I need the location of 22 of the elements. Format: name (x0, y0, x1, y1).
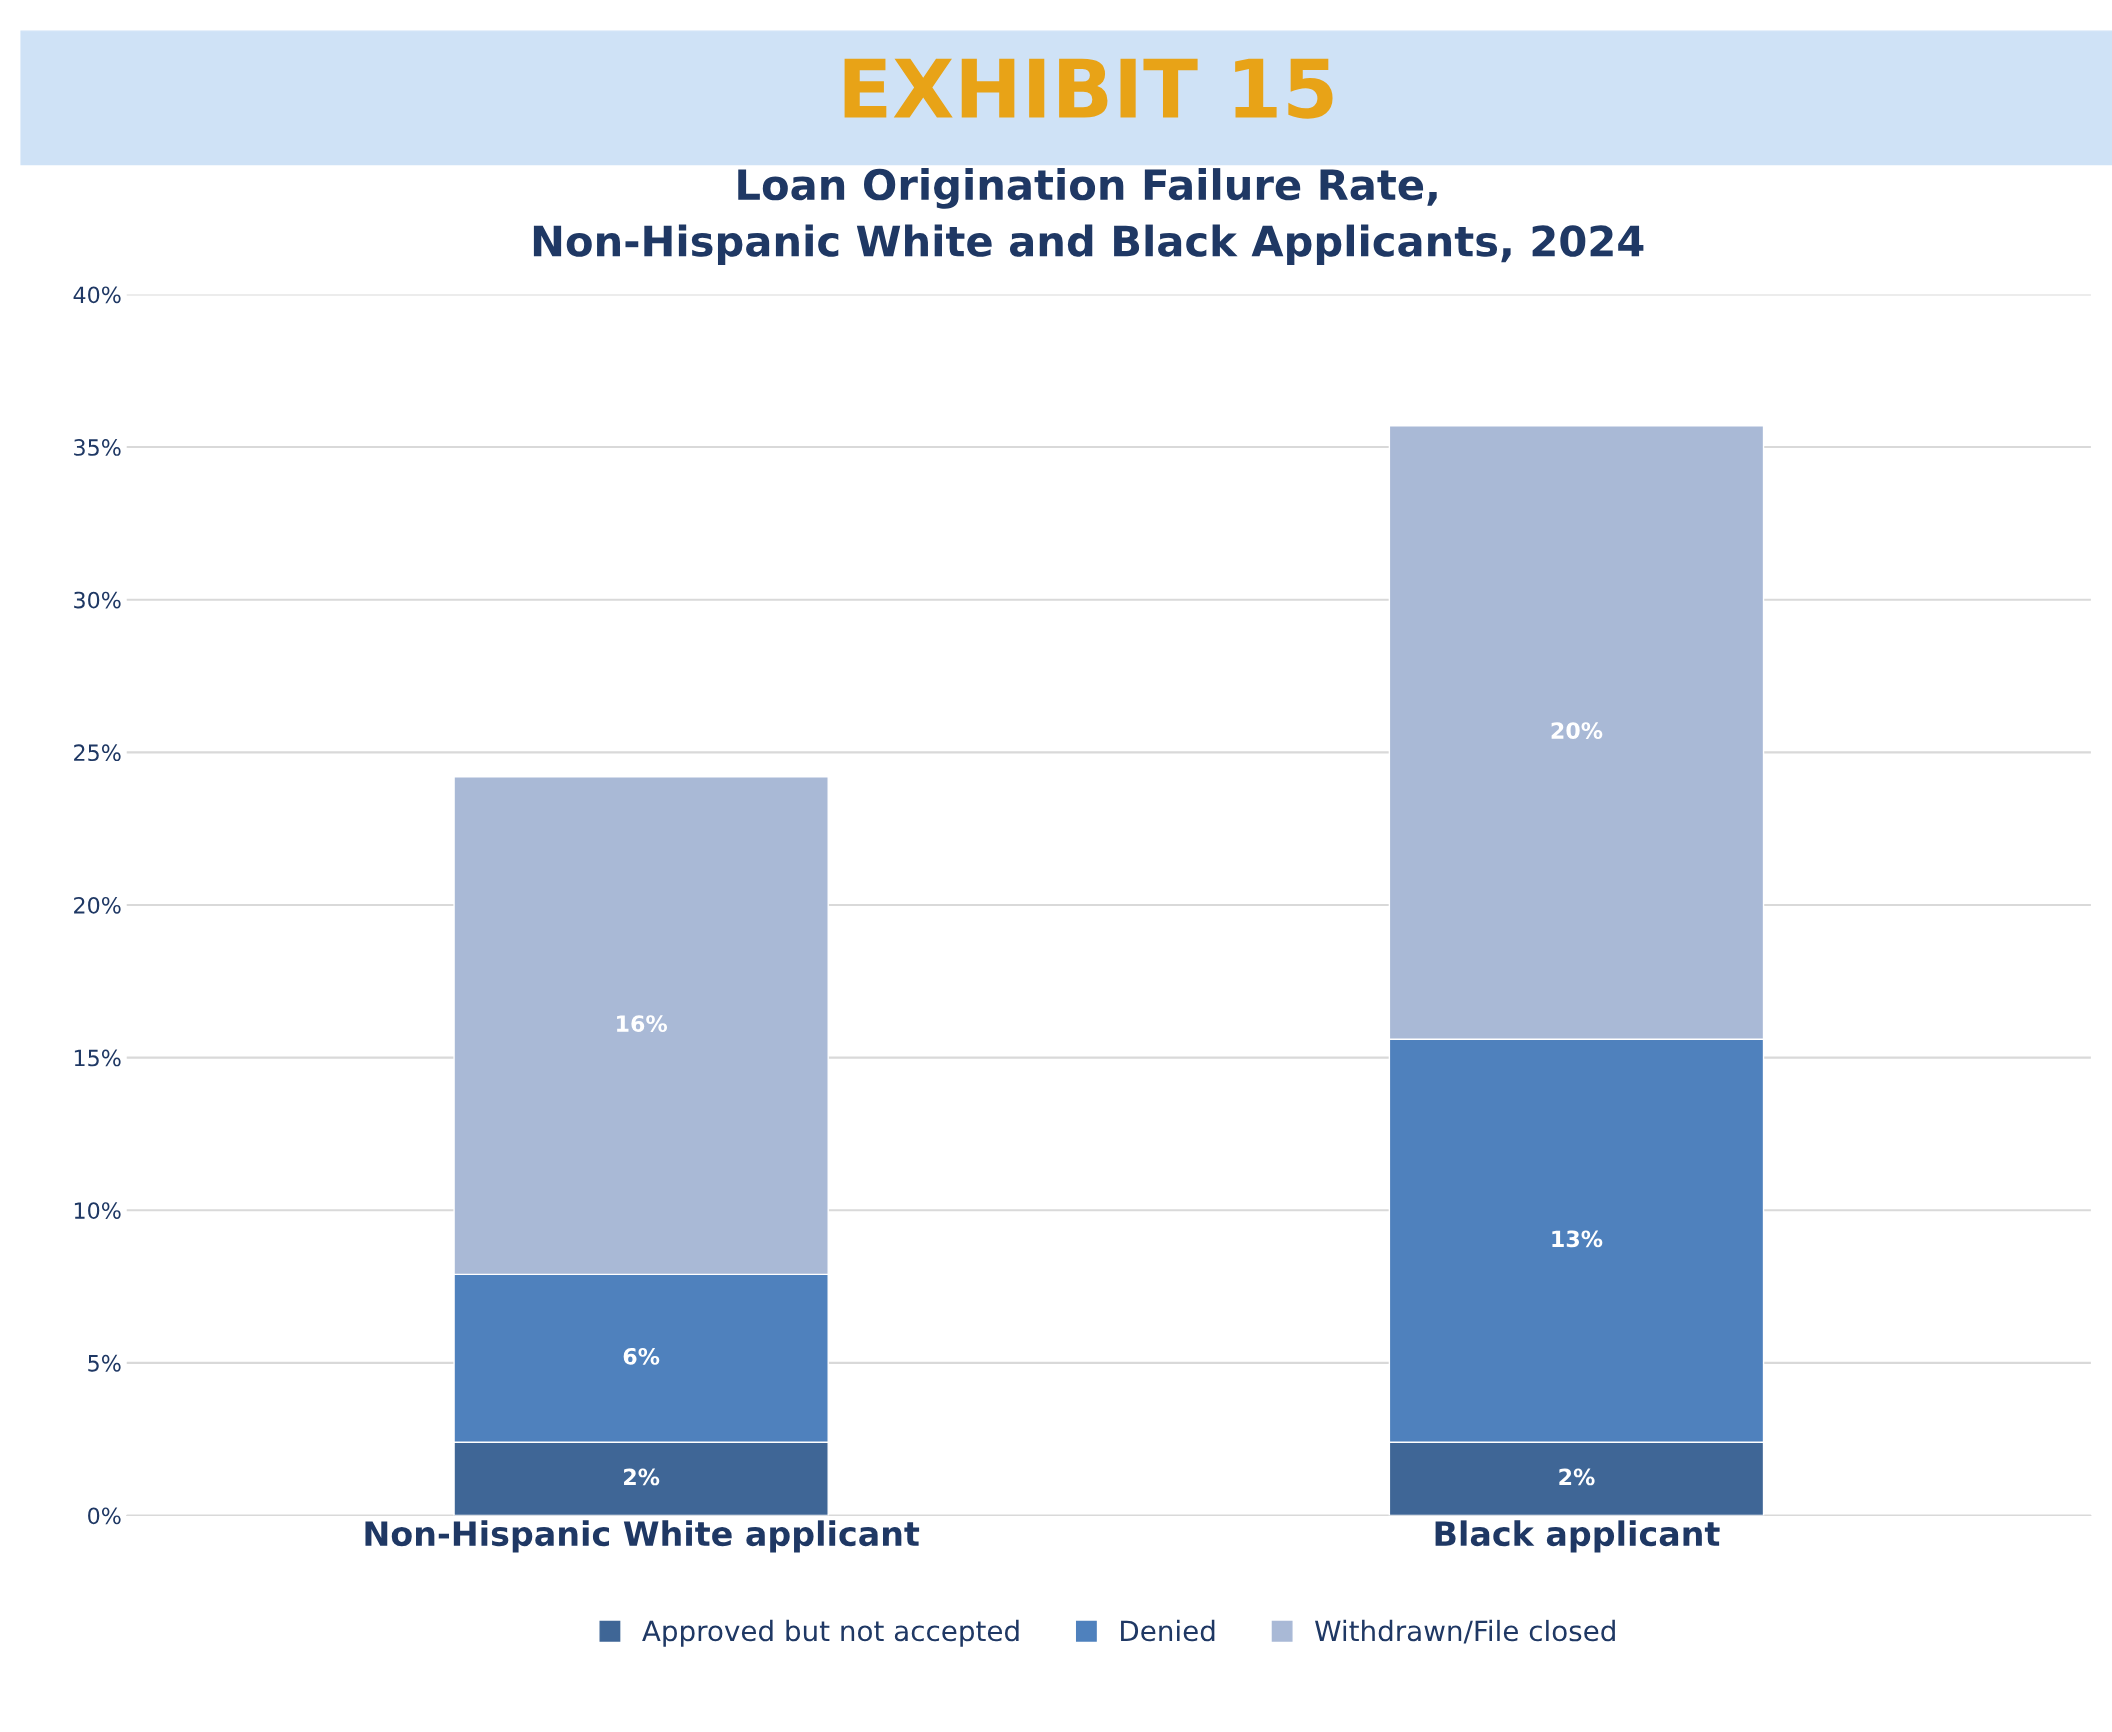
y-tick-label: 40% (73, 286, 121, 304)
y-tick-label: 35% (74, 439, 121, 456)
y-tick-label: 25% (74, 744, 121, 762)
chart-subtitle: Loan Origination Failure Rate, Non-Hispanic White and Black Applicants, 2024 (533, 168, 1644, 265)
data-label: 2% (1559, 1468, 1595, 1486)
legend-label: Approved but not accepted (642, 1619, 1019, 1647)
y-tick-label: 10% (74, 1202, 121, 1219)
legend-label: Denied (1121, 1619, 1215, 1642)
y-tick-label: 0% (88, 1507, 121, 1525)
y-tick-label: 5% (88, 1354, 121, 1372)
data-label: 6% (623, 1347, 660, 1365)
data-label: 20% (1551, 722, 1603, 739)
data-label: 13% (1552, 1230, 1603, 1248)
legend-label: Withdrawn/File closed (1315, 1619, 1615, 1644)
y-tick-label: 30% (74, 591, 121, 609)
chart-title: EXHIBIT 15 (844, 58, 1333, 119)
x-tick-label: Non-Hispanic White applicant (365, 1520, 920, 1553)
x-tick-label: Black applicant (1435, 1520, 1720, 1553)
y-tick-label: 15% (74, 1049, 121, 1067)
data-label: 16% (617, 1015, 668, 1032)
data-label: 2% (624, 1468, 660, 1486)
y-tick-label: 20% (74, 896, 121, 914)
